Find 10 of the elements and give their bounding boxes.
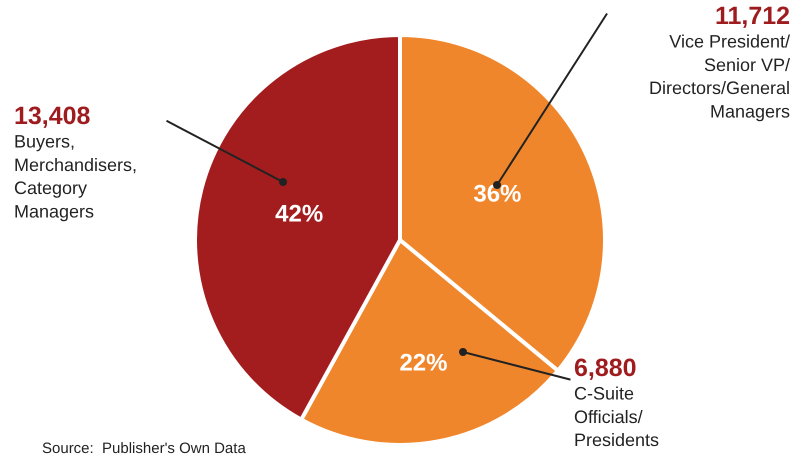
- data-label: 36%: [473, 180, 522, 208]
- data-label: 42%: [275, 200, 324, 228]
- text: 11,712: [714, 2, 790, 30]
- source-note: Source: Publisher's Own Data: [42, 440, 246, 457]
- data-label: 22%: [399, 349, 448, 376]
- text: 6,880: [574, 354, 637, 382]
- slice-label: Vice President/ Senior VP/ Directors/General Managers: [649, 31, 790, 122]
- slice-label: Buyers, Merchandisers, Category Managers: [14, 131, 138, 222]
- text: 13,408: [14, 102, 91, 130]
- slice-label: C-Suite Officials/ Presidents: [574, 383, 660, 450]
